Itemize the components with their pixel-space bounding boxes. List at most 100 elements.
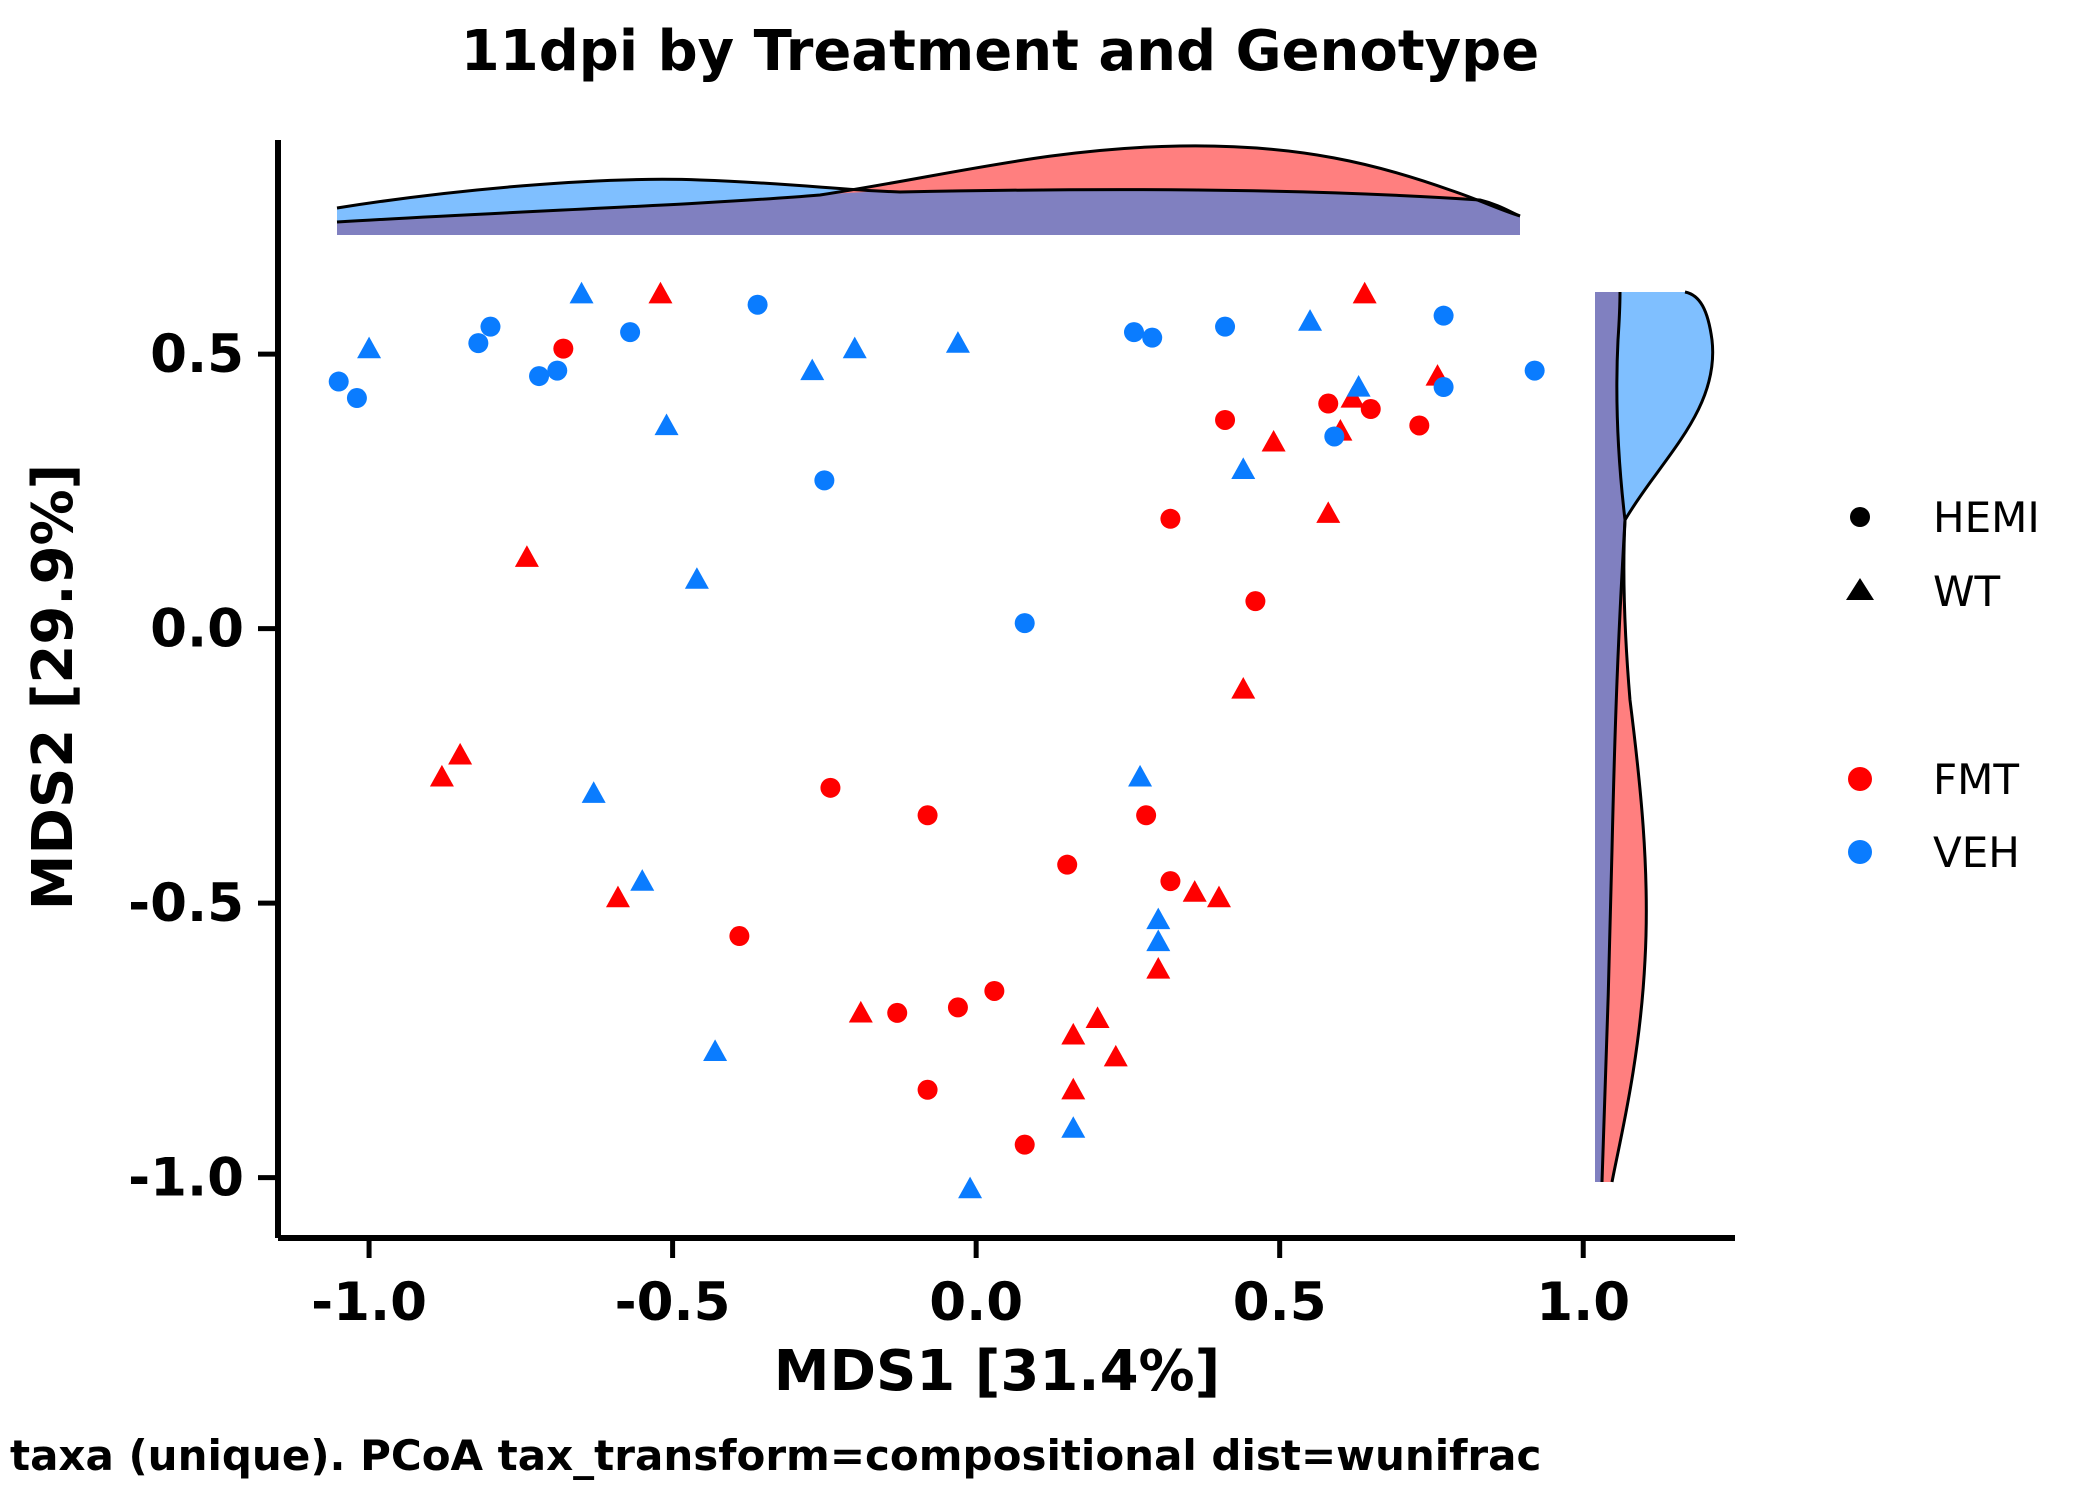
point-fmt-hemi [1245,591,1266,612]
right-density-outline-veh [1600,290,1715,1183]
right-density-outline-fmt [1610,291,1648,1183]
point-veh-wt [1231,457,1256,479]
axes: -1.0 -0.5 0.0 0.5 1.0 -1.0 -0.5 0.0 0.5 [128,140,1735,1333]
point-veh-hemi [529,366,550,387]
point-veh-hemi [1142,327,1163,348]
point-fmt-hemi [984,980,1005,1001]
point-fmt-hemi [553,338,574,359]
point-veh-wt [569,281,594,304]
point-fmt-wt [1352,281,1377,304]
right-density-overlap [1595,292,1625,1182]
top-marginal-density [336,144,1521,235]
x-tick-label: 0.5 [1233,1272,1327,1333]
point-veh-hemi [620,322,641,343]
point-veh-hemi [1524,360,1545,381]
y-tick-label: -1.0 [128,1148,244,1209]
point-fmt-wt [429,764,454,787]
point-fmt-wt [1085,1006,1110,1028]
legend-fmt-marker [1848,767,1872,791]
point-veh-wt [842,336,867,359]
point-fmt-wt [1103,1044,1128,1067]
point-veh-hemi [747,294,768,315]
y-tick-label: 0.5 [150,324,244,385]
point-fmt-hemi [1409,415,1430,436]
legend-label-hemi: HEMI [1933,493,2040,542]
point-fmt-wt [1316,501,1341,523]
point-veh-wt [1146,907,1171,930]
point-veh-wt [945,331,970,353]
point-fmt-wt [1206,885,1231,908]
chart-caption: taxa (unique). PCoA tax_transform=compos… [10,1431,1541,1480]
point-veh-hemi [1014,613,1035,634]
point-fmt-hemi [1160,871,1181,892]
legend-veh-marker [1848,840,1872,864]
point-veh-hemi [814,470,835,491]
point-fmt-hemi [887,1002,908,1023]
point-fmt-wt [448,742,473,765]
point-fmt-wt [1340,386,1365,408]
point-fmt-wt [848,1000,873,1023]
legend-circle-marker [1850,507,1870,527]
point-fmt-hemi [917,1079,938,1100]
chart-title: 11dpi by Treatment and Genotype [461,19,1539,84]
point-veh-wt [800,358,825,381]
point-veh-wt [357,336,382,359]
point-veh-wt [581,781,606,803]
point-veh-hemi [346,388,367,409]
point-veh-wt [958,1176,983,1199]
point-veh-wt [630,869,655,891]
point-fmt-wt [1061,1077,1086,1100]
top-density-outline-veh [336,177,1521,218]
point-fmt-hemi [1360,399,1381,420]
point-fmt-hemi [729,926,750,947]
legend-label-wt: WT [1933,567,2001,616]
y-tick-label: -0.5 [128,873,244,934]
point-veh-hemi [1433,377,1454,398]
point-veh-hemi [1215,316,1236,337]
x-tick-label: -0.5 [615,1272,731,1333]
x-tick-label: 0.0 [929,1272,1023,1333]
point-fmt-hemi [1160,508,1181,529]
point-veh-wt [703,1039,728,1061]
point-fmt-hemi [1014,1134,1035,1155]
point-veh-hemi [328,371,349,392]
point-fmt-wt [1182,880,1207,902]
point-fmt-wt [1231,677,1256,699]
top-density-overlap [337,189,1520,235]
point-fmt-hemi [1136,805,1157,826]
legend-label-fmt: FMT [1933,755,2019,804]
point-veh-wt [654,413,679,436]
y-axis-label: MDS2 [29.9%] [21,464,86,910]
right-marginal-density [1595,290,1715,1183]
point-veh-wt [1346,375,1371,397]
point-veh-wt [1061,1116,1086,1138]
x-tick-label: -1.0 [311,1272,427,1333]
point-fmt-wt [1146,956,1171,979]
point-veh-hemi [547,360,568,381]
point-fmt-wt [514,545,539,567]
point-fmt-wt [605,885,630,908]
point-fmt-wt [648,281,673,304]
legend-triangle-marker [1846,578,1874,600]
point-fmt-wt [1061,1022,1086,1045]
point-veh-hemi [1324,426,1345,447]
point-fmt-hemi [947,997,968,1018]
legend: HEMI WT FMT VEH [1846,493,2040,877]
point-fmt-hemi [1318,393,1339,414]
point-veh-wt [1298,309,1323,331]
point-veh-wt [684,567,709,589]
x-axis-label: MDS1 [31.4%] [774,1339,1220,1404]
point-veh-hemi [1123,322,1144,343]
point-veh-wt [1146,929,1171,952]
point-fmt-hemi [820,777,841,798]
point-fmt-hemi [917,805,938,826]
x-tick-label: 1.0 [1536,1272,1630,1333]
point-veh-hemi [468,333,489,354]
y-tick-label: 0.0 [150,599,244,660]
point-fmt-hemi [1057,854,1078,875]
point-veh-hemi [480,316,501,337]
point-fmt-wt [1261,429,1286,452]
top-density-outline-fmt [336,144,1521,224]
point-veh-wt [1128,764,1153,787]
